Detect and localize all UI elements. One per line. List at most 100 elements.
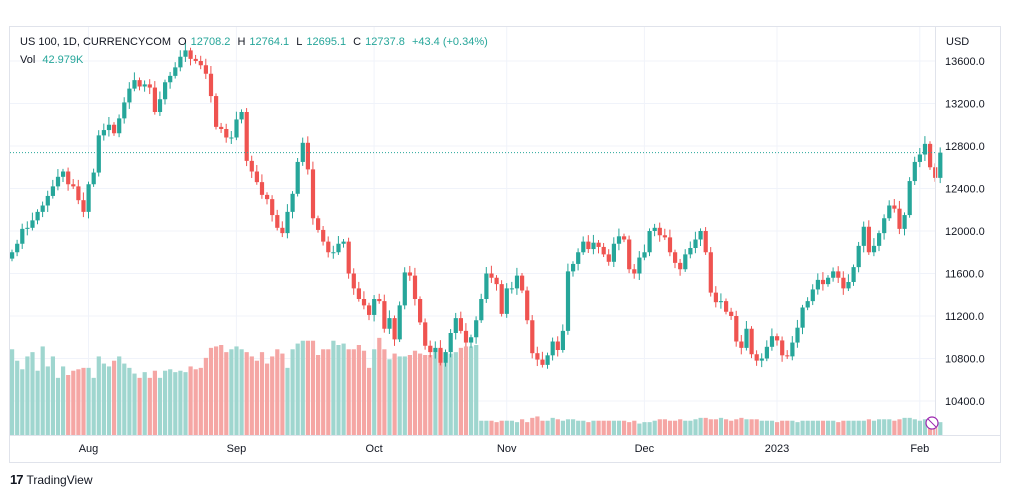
candle [790, 336, 795, 361]
volume-bar [754, 419, 759, 435]
volume-bar [402, 356, 407, 435]
volume-bar [188, 366, 193, 435]
volume-bar [412, 350, 418, 435]
candle [606, 249, 611, 266]
candle [882, 214, 887, 240]
candle [565, 263, 571, 335]
symbol-label[interactable]: US 100, 1D, CURRENCYCOM [20, 36, 171, 48]
volume-bar [826, 420, 831, 435]
candle [163, 79, 168, 105]
volume-bar [504, 420, 509, 435]
candle [540, 351, 545, 368]
x-tick-label: Aug [79, 443, 99, 455]
candle [749, 326, 754, 359]
volume-bar [25, 356, 30, 435]
volume-bar [520, 419, 525, 435]
candle [616, 228, 622, 251]
candle [560, 324, 565, 353]
candle [509, 281, 514, 294]
volume-bar [739, 417, 744, 435]
candle [336, 235, 341, 255]
candle [474, 316, 479, 344]
candle [142, 80, 147, 92]
volume-bar [132, 373, 137, 435]
candle [938, 147, 943, 184]
candle [91, 168, 96, 187]
volume-bar [560, 420, 565, 435]
volume-bar [142, 372, 147, 435]
volume-bar [173, 372, 178, 435]
volume-bar [91, 377, 96, 435]
candle [673, 249, 678, 269]
candle [652, 223, 657, 237]
candle [280, 221, 285, 238]
volume-bar [652, 420, 657, 435]
legend-volume: Vol 42.979K [20, 54, 87, 66]
y-tick-label: 13200.0 [945, 99, 985, 111]
candle [836, 266, 841, 283]
volume-bar [351, 349, 356, 435]
volume-bar [244, 352, 249, 435]
candle [35, 209, 40, 225]
volume-bar [871, 420, 877, 435]
candle [122, 97, 127, 124]
candle [351, 268, 356, 295]
candle [576, 248, 581, 271]
volume-bar [545, 420, 550, 435]
settings-icon[interactable] [925, 416, 939, 430]
candle [785, 350, 790, 360]
volume-bar [418, 353, 423, 435]
candle [81, 192, 86, 218]
volume-bar [448, 353, 453, 435]
volume-bar [897, 419, 902, 435]
volume-bar [438, 349, 443, 435]
volume-bar [724, 419, 729, 435]
y-tick-label: 11200.0 [945, 311, 984, 323]
volume-bar [198, 367, 203, 435]
candle [361, 291, 367, 310]
candle [571, 261, 576, 277]
volume-bar [673, 420, 678, 435]
candle [928, 141, 933, 170]
volume-bar [76, 369, 81, 435]
candle [448, 329, 453, 358]
chart-frame[interactable]: USD 10400.0 10800.0 11200.0 11600.0 12000.0 1… [9, 26, 1001, 463]
volume-bar [193, 369, 198, 435]
volume-bar [346, 349, 351, 435]
volume-bar [922, 419, 928, 435]
candle [759, 353, 764, 368]
volume-bar [428, 355, 433, 435]
volume-bar [550, 417, 555, 435]
volume-bar [10, 349, 15, 435]
volume-bar [407, 355, 412, 435]
volume-bar [387, 359, 392, 435]
volume-bar [203, 357, 208, 435]
candle [484, 267, 489, 303]
volume-bar [249, 356, 254, 435]
volume-bar [805, 420, 810, 435]
candlestick-chart[interactable]: USD 10400.010800.011200.011600.012000.01… [10, 27, 1000, 462]
candle [535, 346, 540, 367]
volume-bar [290, 349, 295, 435]
candle [912, 156, 917, 185]
volume-bar [117, 356, 122, 435]
volume-bar [178, 370, 183, 435]
volume-bar [892, 420, 897, 435]
candle [183, 42, 188, 62]
volume-bar [20, 369, 25, 435]
tradingview-brand[interactable]: 17 TradingView [10, 472, 93, 487]
volume-bar [688, 420, 693, 435]
candle [729, 307, 734, 320]
volume-bar [683, 420, 688, 435]
candle [545, 352, 550, 369]
volume-bar [234, 346, 239, 435]
candle [902, 212, 907, 236]
volume-bar [882, 419, 887, 435]
candle [239, 109, 244, 124]
volume-bar [555, 419, 560, 435]
candle [295, 158, 300, 197]
candle [147, 79, 152, 95]
volume-bar [300, 340, 305, 435]
candle [627, 235, 632, 274]
y-tick-label: 11600.0 [945, 269, 984, 281]
